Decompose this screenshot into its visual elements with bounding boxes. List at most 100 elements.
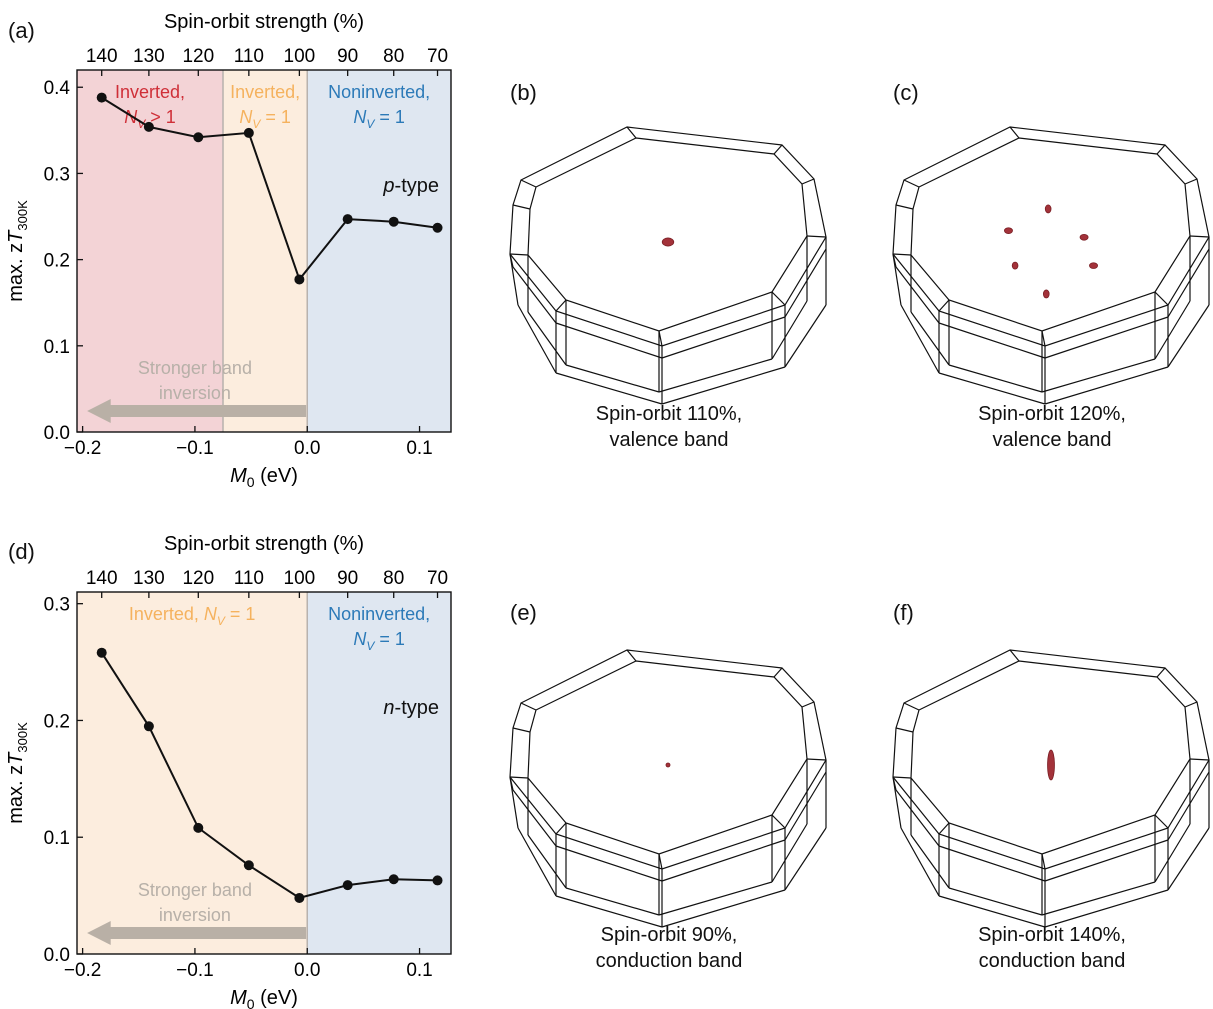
fermi-pocket-blob [1004, 227, 1013, 234]
bz-edge [661, 316, 786, 359]
data-point [294, 274, 305, 285]
top-tick-label: 120 [182, 568, 214, 589]
bz-edge [512, 266, 557, 324]
region-label-1-line2: NV = 1 [353, 629, 405, 653]
fermi-pocket-blob [661, 237, 675, 247]
bz-edge [892, 253, 897, 268]
bz-facet-edge [801, 178, 815, 185]
data-point [342, 214, 353, 225]
y-axis-title: max. zT300K [5, 722, 30, 824]
top-tick-label: 100 [284, 46, 316, 67]
bz-edge [1044, 839, 1169, 882]
bz-edge [661, 366, 786, 405]
bz-facet-edge [938, 822, 950, 835]
region-label-2-line1: Noninverted, [328, 82, 430, 102]
arrow-text-line2: inversion [159, 383, 231, 403]
y-tick-label: 0.2 [44, 711, 70, 732]
panel-label-a: (a) [8, 18, 35, 43]
caption-c-line1: Spin-orbit 120%, [978, 403, 1126, 425]
bz-edge [658, 881, 773, 916]
series-line [100, 652, 438, 899]
data-point [388, 874, 399, 885]
region-label-1-line2: NV = 1 [239, 107, 291, 131]
bz-edge [661, 889, 786, 928]
fermi-pocket-blob [1079, 233, 1089, 241]
bz-facet-edge [555, 299, 567, 312]
top-tick-label: 80 [383, 568, 404, 589]
bz-edge [509, 253, 514, 268]
plot-frame [76, 591, 452, 955]
bz-facet-edge [903, 179, 920, 188]
bz-edge [948, 364, 1043, 393]
caption-e-line1: Spin-orbit 90%, [601, 924, 738, 946]
bz-edge [784, 771, 827, 841]
fermi-pocket-blob [1089, 262, 1098, 269]
top-tick-label: 70 [427, 568, 448, 589]
bz-facet-edge [1184, 178, 1198, 185]
region-label-1-line1: Noninverted, [328, 604, 430, 624]
bz-edge [527, 311, 567, 366]
bz-edge [527, 834, 567, 889]
top-axis-title: Spin-orbit strength (%) [164, 533, 364, 555]
bz-edge [512, 789, 557, 847]
bz-edge [517, 304, 557, 374]
bz-edge [895, 266, 940, 324]
y-tick-label: 0.0 [44, 945, 70, 966]
y-tick-label: 0.1 [44, 828, 70, 849]
top-tick-label: 80 [383, 46, 404, 67]
data-point [432, 875, 443, 886]
top-axis-title: Spin-orbit strength (%) [164, 11, 364, 33]
bz-facet-edge [806, 758, 827, 761]
data-point [243, 127, 254, 138]
bz-edge [565, 364, 660, 393]
fermi-pocket-blob [1042, 289, 1050, 299]
bz-edge [565, 887, 660, 916]
bz-edge [948, 887, 1043, 916]
top-tick-label: 110 [234, 46, 264, 67]
bz-facet-edge [1156, 144, 1166, 155]
caption-f-line1: Spin-orbit 140%, [978, 924, 1126, 946]
arrow-text-line1: Stronger band [138, 880, 252, 900]
bz-facet-edge [509, 776, 529, 779]
region-label-0-line1: Inverted, [115, 82, 185, 102]
bz-facet-edge [1156, 667, 1166, 678]
bz-edge [1041, 881, 1156, 916]
bz-edge [771, 823, 808, 883]
bz-edge [895, 789, 940, 847]
top-tick-label: 140 [86, 46, 118, 67]
top-tick-label: 140 [86, 568, 118, 589]
data-point [243, 860, 254, 871]
carrier-type-label: n-type [383, 697, 439, 719]
data-point [96, 92, 107, 103]
bz-edge [1044, 889, 1169, 928]
bz-facet-edge [1009, 649, 1020, 662]
bz-edge [938, 322, 1046, 359]
top-tick-label: 120 [182, 46, 214, 67]
bz-edge [900, 827, 940, 897]
y-tick-label: 0.2 [44, 251, 70, 272]
region-1 [307, 592, 451, 954]
bz-facet-edge [509, 253, 529, 256]
top-tick-label: 90 [337, 568, 358, 589]
bz-edge [1167, 827, 1210, 891]
bz-outer-top [509, 126, 827, 347]
bz-edge [1167, 304, 1210, 368]
panel-label-f: (f) [893, 600, 914, 625]
fermi-pocket-blob [1047, 749, 1055, 781]
y-tick-label: 0.1 [44, 337, 70, 358]
bz-facet-edge [1154, 291, 1169, 306]
region-1 [223, 70, 308, 432]
panel-label-c: (c) [893, 80, 919, 105]
bz-facet-edge [938, 299, 950, 312]
x-tick-label: −0.1 [176, 438, 214, 459]
y-tick-label: 0.3 [44, 595, 70, 616]
bz-edge [910, 834, 950, 889]
y-axis-title: max. zT300K [5, 200, 30, 302]
bz-edge [910, 311, 950, 366]
caption-c-line2: valence band [993, 429, 1112, 451]
data-point [143, 121, 154, 132]
bz-edge [509, 776, 514, 791]
bz-facet-edge [892, 253, 912, 256]
data-point [193, 822, 204, 833]
